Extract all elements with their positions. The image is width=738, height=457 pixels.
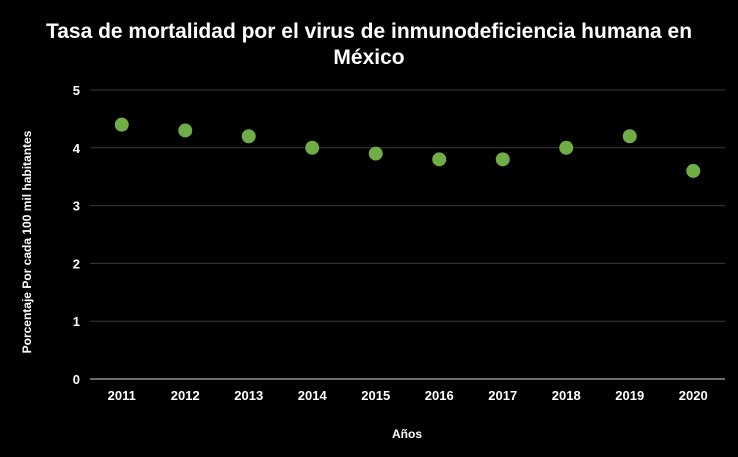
y-axis-ticks: 0 1 2 3 4 5 <box>73 83 81 387</box>
gridlines <box>90 89 725 380</box>
data-point <box>686 163 701 178</box>
x-tick-label: 2011 <box>108 388 136 403</box>
x-tick-label: 2020 <box>679 388 708 403</box>
x-tick-label: 2019 <box>615 388 644 403</box>
x-tick-label: 2014 <box>298 388 328 403</box>
data-point <box>622 129 637 144</box>
x-axis-label: Años <box>392 427 422 441</box>
x-tick-label: 2016 <box>425 388 454 403</box>
y-tick-label: 2 <box>73 256 80 271</box>
x-tick-label: 2012 <box>171 388 200 403</box>
data-point <box>368 146 383 161</box>
data-point <box>114 117 129 132</box>
data-point <box>241 129 256 144</box>
y-tick-label: 4 <box>73 141 81 156</box>
x-tick-label: 2013 <box>234 388 263 403</box>
data-point <box>305 140 320 155</box>
y-tick-label: 3 <box>73 199 80 214</box>
data-points <box>114 117 701 178</box>
x-tick-label: 2017 <box>488 388 517 403</box>
data-point <box>432 152 447 167</box>
y-tick-label: 1 <box>73 314 80 329</box>
data-point <box>559 140 574 155</box>
x-tick-label: 2018 <box>552 388 581 403</box>
y-tick-label: 5 <box>73 83 80 98</box>
x-axis-ticks: 2011 2012 2013 2014 2015 2016 2017 2018 2019 2020 <box>108 388 708 403</box>
y-tick-label: 0 <box>73 372 80 387</box>
data-point <box>495 152 510 167</box>
data-point <box>178 123 193 138</box>
x-tick-label: 2015 <box>361 388 390 403</box>
y-axis-label: Porcentaje Por cada 100 mil habitantes <box>20 130 34 353</box>
chart-title-line-2: México <box>333 46 404 69</box>
chart-title-line-1: Tasa de mortalidad por el virus de inmun… <box>46 20 692 43</box>
